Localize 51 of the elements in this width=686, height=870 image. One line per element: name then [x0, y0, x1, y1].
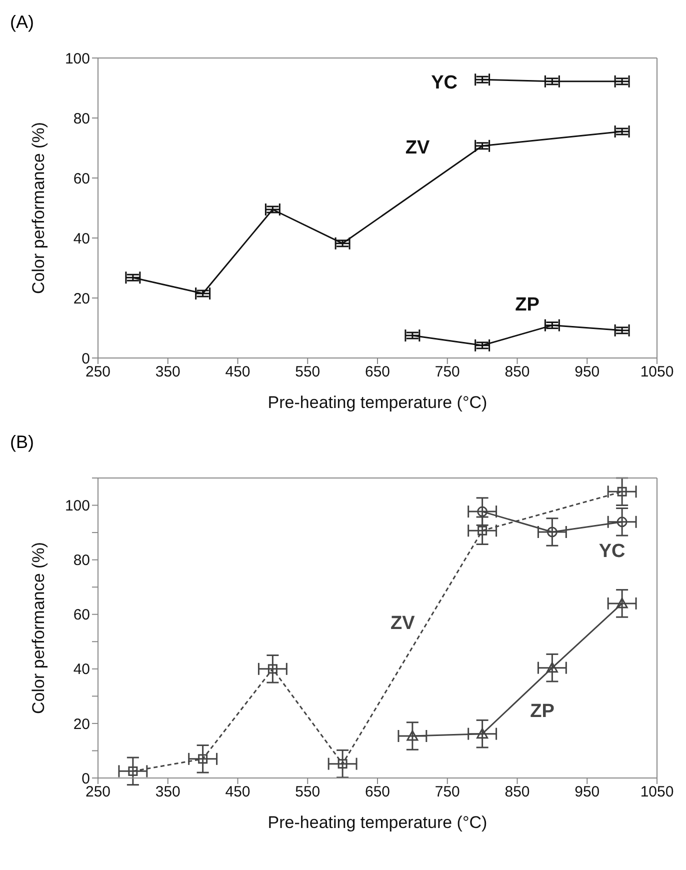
x-axis-title: Pre-heating temperature (°C) [268, 393, 488, 412]
y-tick-label: 100 [64, 50, 90, 68]
x-axis-title: Pre-heating temperature (°C) [268, 813, 488, 832]
x-tick-label: 450 [225, 364, 250, 381]
x-tick-label: 950 [574, 784, 600, 801]
point [406, 730, 418, 741]
x-tick-label: 1050 [640, 784, 674, 801]
x-tick-label: 750 [434, 364, 460, 381]
y-axis-title: Color performance (%) [29, 122, 48, 294]
x-tick-label: 450 [225, 784, 250, 801]
x-tick-label: 1050 [640, 364, 674, 381]
y-tick-label: 100 [64, 498, 90, 515]
series-label: ZV [390, 612, 416, 634]
point [478, 526, 488, 536]
x-tick-label: 950 [574, 364, 600, 381]
y-tick-label: 80 [73, 552, 90, 570]
y-tick-label: 40 [73, 661, 90, 678]
x-tick-label: 850 [504, 784, 530, 801]
point [476, 728, 488, 739]
point [616, 598, 628, 608]
y-tick-label: 40 [73, 230, 90, 248]
point [128, 766, 138, 776]
series-label: ZP [530, 700, 555, 722]
y-tick-label: 60 [73, 606, 90, 624]
x-tick-label: 850 [504, 364, 530, 381]
x-tick-label: 350 [155, 364, 180, 381]
point [477, 506, 488, 517]
chart-title: (B) [10, 432, 34, 453]
point [198, 754, 208, 764]
x-tick-label: 550 [295, 364, 320, 381]
x-tick-label: 750 [434, 784, 460, 801]
series-label: YC [431, 72, 458, 94]
point [338, 759, 348, 769]
series-label: ZP [515, 294, 540, 316]
y-tick-label: 20 [73, 716, 90, 733]
series-label: ZV [405, 137, 430, 158]
y-axis-title: Color performance (%) [29, 542, 48, 714]
x-tick-label: 550 [295, 784, 320, 801]
point [546, 526, 558, 538]
point [617, 486, 627, 496]
y-tick-label: 80 [73, 110, 90, 128]
y-tick-label: 20 [73, 290, 90, 308]
y-tick-label: 60 [73, 170, 90, 188]
point [616, 516, 628, 528]
point [546, 662, 558, 673]
x-tick-label: 350 [155, 784, 180, 801]
chart-title: (A) [10, 12, 34, 33]
series-label: YC [598, 540, 626, 562]
x-tick-label: 650 [364, 784, 390, 801]
x-tick-label: 650 [364, 364, 390, 381]
point [268, 664, 278, 674]
